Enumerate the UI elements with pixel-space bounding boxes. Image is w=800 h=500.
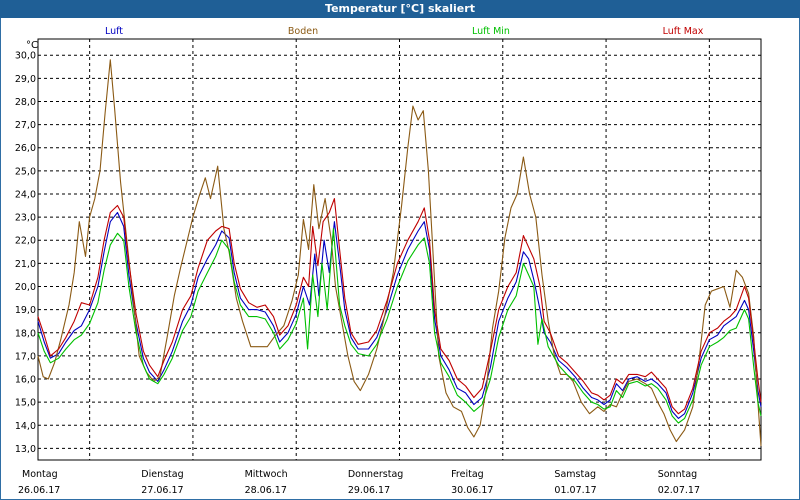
legend-entry: Luft Min (472, 26, 510, 37)
x-tick-day: Mittwoch (245, 469, 288, 480)
x-tick-date: 26.06.17 (18, 485, 60, 496)
x-tick-day: Montag (22, 469, 58, 480)
y-tick-label: 16,0 (15, 375, 36, 386)
y-tick-label: 25,0 (15, 166, 36, 177)
y-tick-label: 19,0 (15, 305, 36, 316)
y-tick-label: 17,0 (15, 351, 36, 362)
y-axis-unit: °C (26, 40, 38, 51)
y-tick-label: 13,0 (15, 444, 36, 455)
x-tick-date: 27.06.17 (141, 485, 183, 496)
legend-entry: Luft Max (663, 26, 704, 37)
y-tick-label: 24,0 (15, 189, 36, 200)
y-tick-label: 27,0 (15, 120, 36, 131)
y-tick-label: 30,0 (15, 51, 36, 62)
x-tick-day: Dienstag (141, 469, 183, 480)
y-tick-label: 22,0 (15, 236, 36, 247)
legend-entry: Boden (288, 26, 318, 37)
x-tick-date: 01.07.17 (554, 485, 596, 496)
y-tick-label: 18,0 (15, 328, 36, 339)
series-line-luft (37, 211, 762, 419)
y-tick-label: 20,0 (15, 282, 36, 293)
y-tick-label: 23,0 (15, 213, 36, 224)
y-tick-label: 14,0 (15, 421, 36, 432)
y-tick-label: 29,0 (15, 74, 36, 85)
x-tick-day: Freitag (451, 469, 484, 480)
x-tick-date: 28.06.17 (245, 485, 287, 496)
y-tick-label: 15,0 (15, 398, 36, 409)
x-tick-day: Donnerstag (348, 469, 403, 480)
x-tick-date: 29.06.17 (348, 485, 390, 496)
y-tick-label: 26,0 (15, 143, 36, 154)
legend-entry: Luft (105, 26, 123, 37)
y-tick-label: 21,0 (15, 259, 36, 270)
x-tick-day: Samstag (554, 469, 596, 480)
x-tick-date: 02.07.17 (658, 485, 700, 496)
series-line-luft-min (37, 228, 762, 424)
y-tick-label: 28,0 (15, 97, 36, 108)
x-tick-date: 30.06.17 (451, 485, 493, 496)
series-line-luft-max (37, 198, 762, 415)
x-tick-day: Sonntag (658, 469, 697, 480)
chart-title: Temperatur [°C] skaliert (0, 0, 800, 18)
